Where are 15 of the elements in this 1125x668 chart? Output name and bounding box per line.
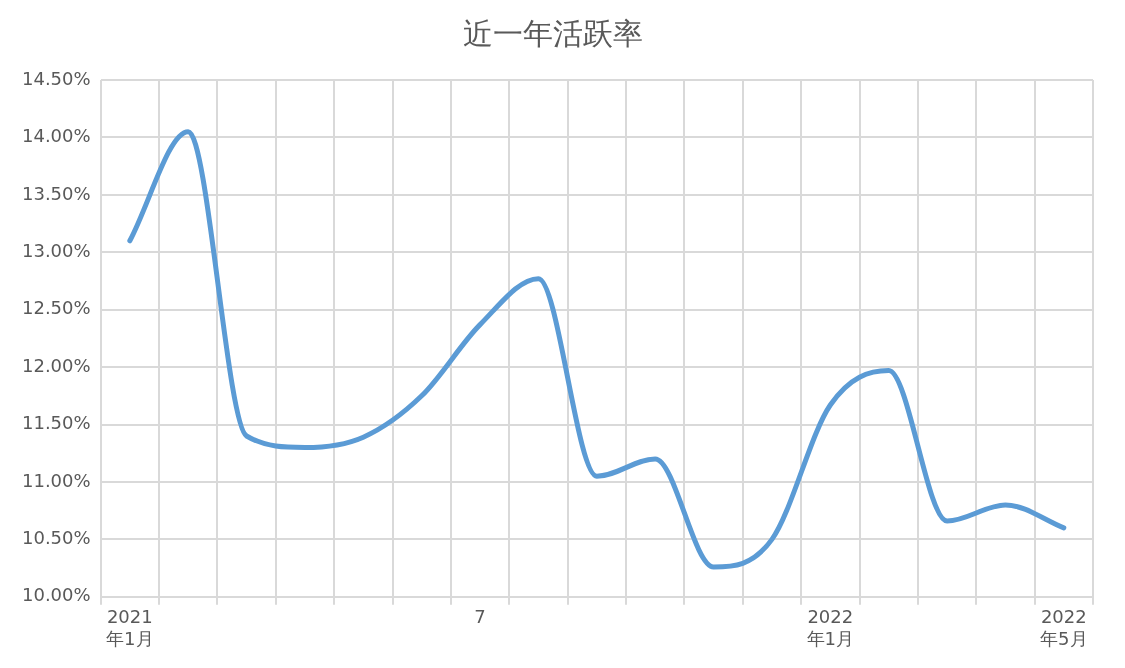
y-tick-label: 10.50% (21, 527, 91, 549)
y-tick-label: 13.50% (21, 182, 91, 204)
x-tick-label: 2022 年1月 (806, 606, 855, 649)
y-tick-label: 11.50% (21, 412, 91, 434)
y-tick-label: 14.00% (21, 125, 91, 147)
y-tick-label: 10.00% (21, 584, 91, 606)
chart-title: 近一年活跃率 (462, 15, 643, 51)
y-tick-label: 13.00% (21, 239, 91, 261)
x-tick-label: 7 (474, 606, 486, 628)
y-tick-label: 12.00% (21, 354, 91, 376)
y-tick-label: 11.00% (21, 469, 91, 491)
x-tick-label: 2021 年1月 (106, 606, 154, 649)
y-tick-label: 14.50% (21, 67, 91, 89)
x-tick-label: 2022 年5月 (1040, 606, 1088, 649)
y-tick-label: 12.50% (21, 297, 91, 319)
